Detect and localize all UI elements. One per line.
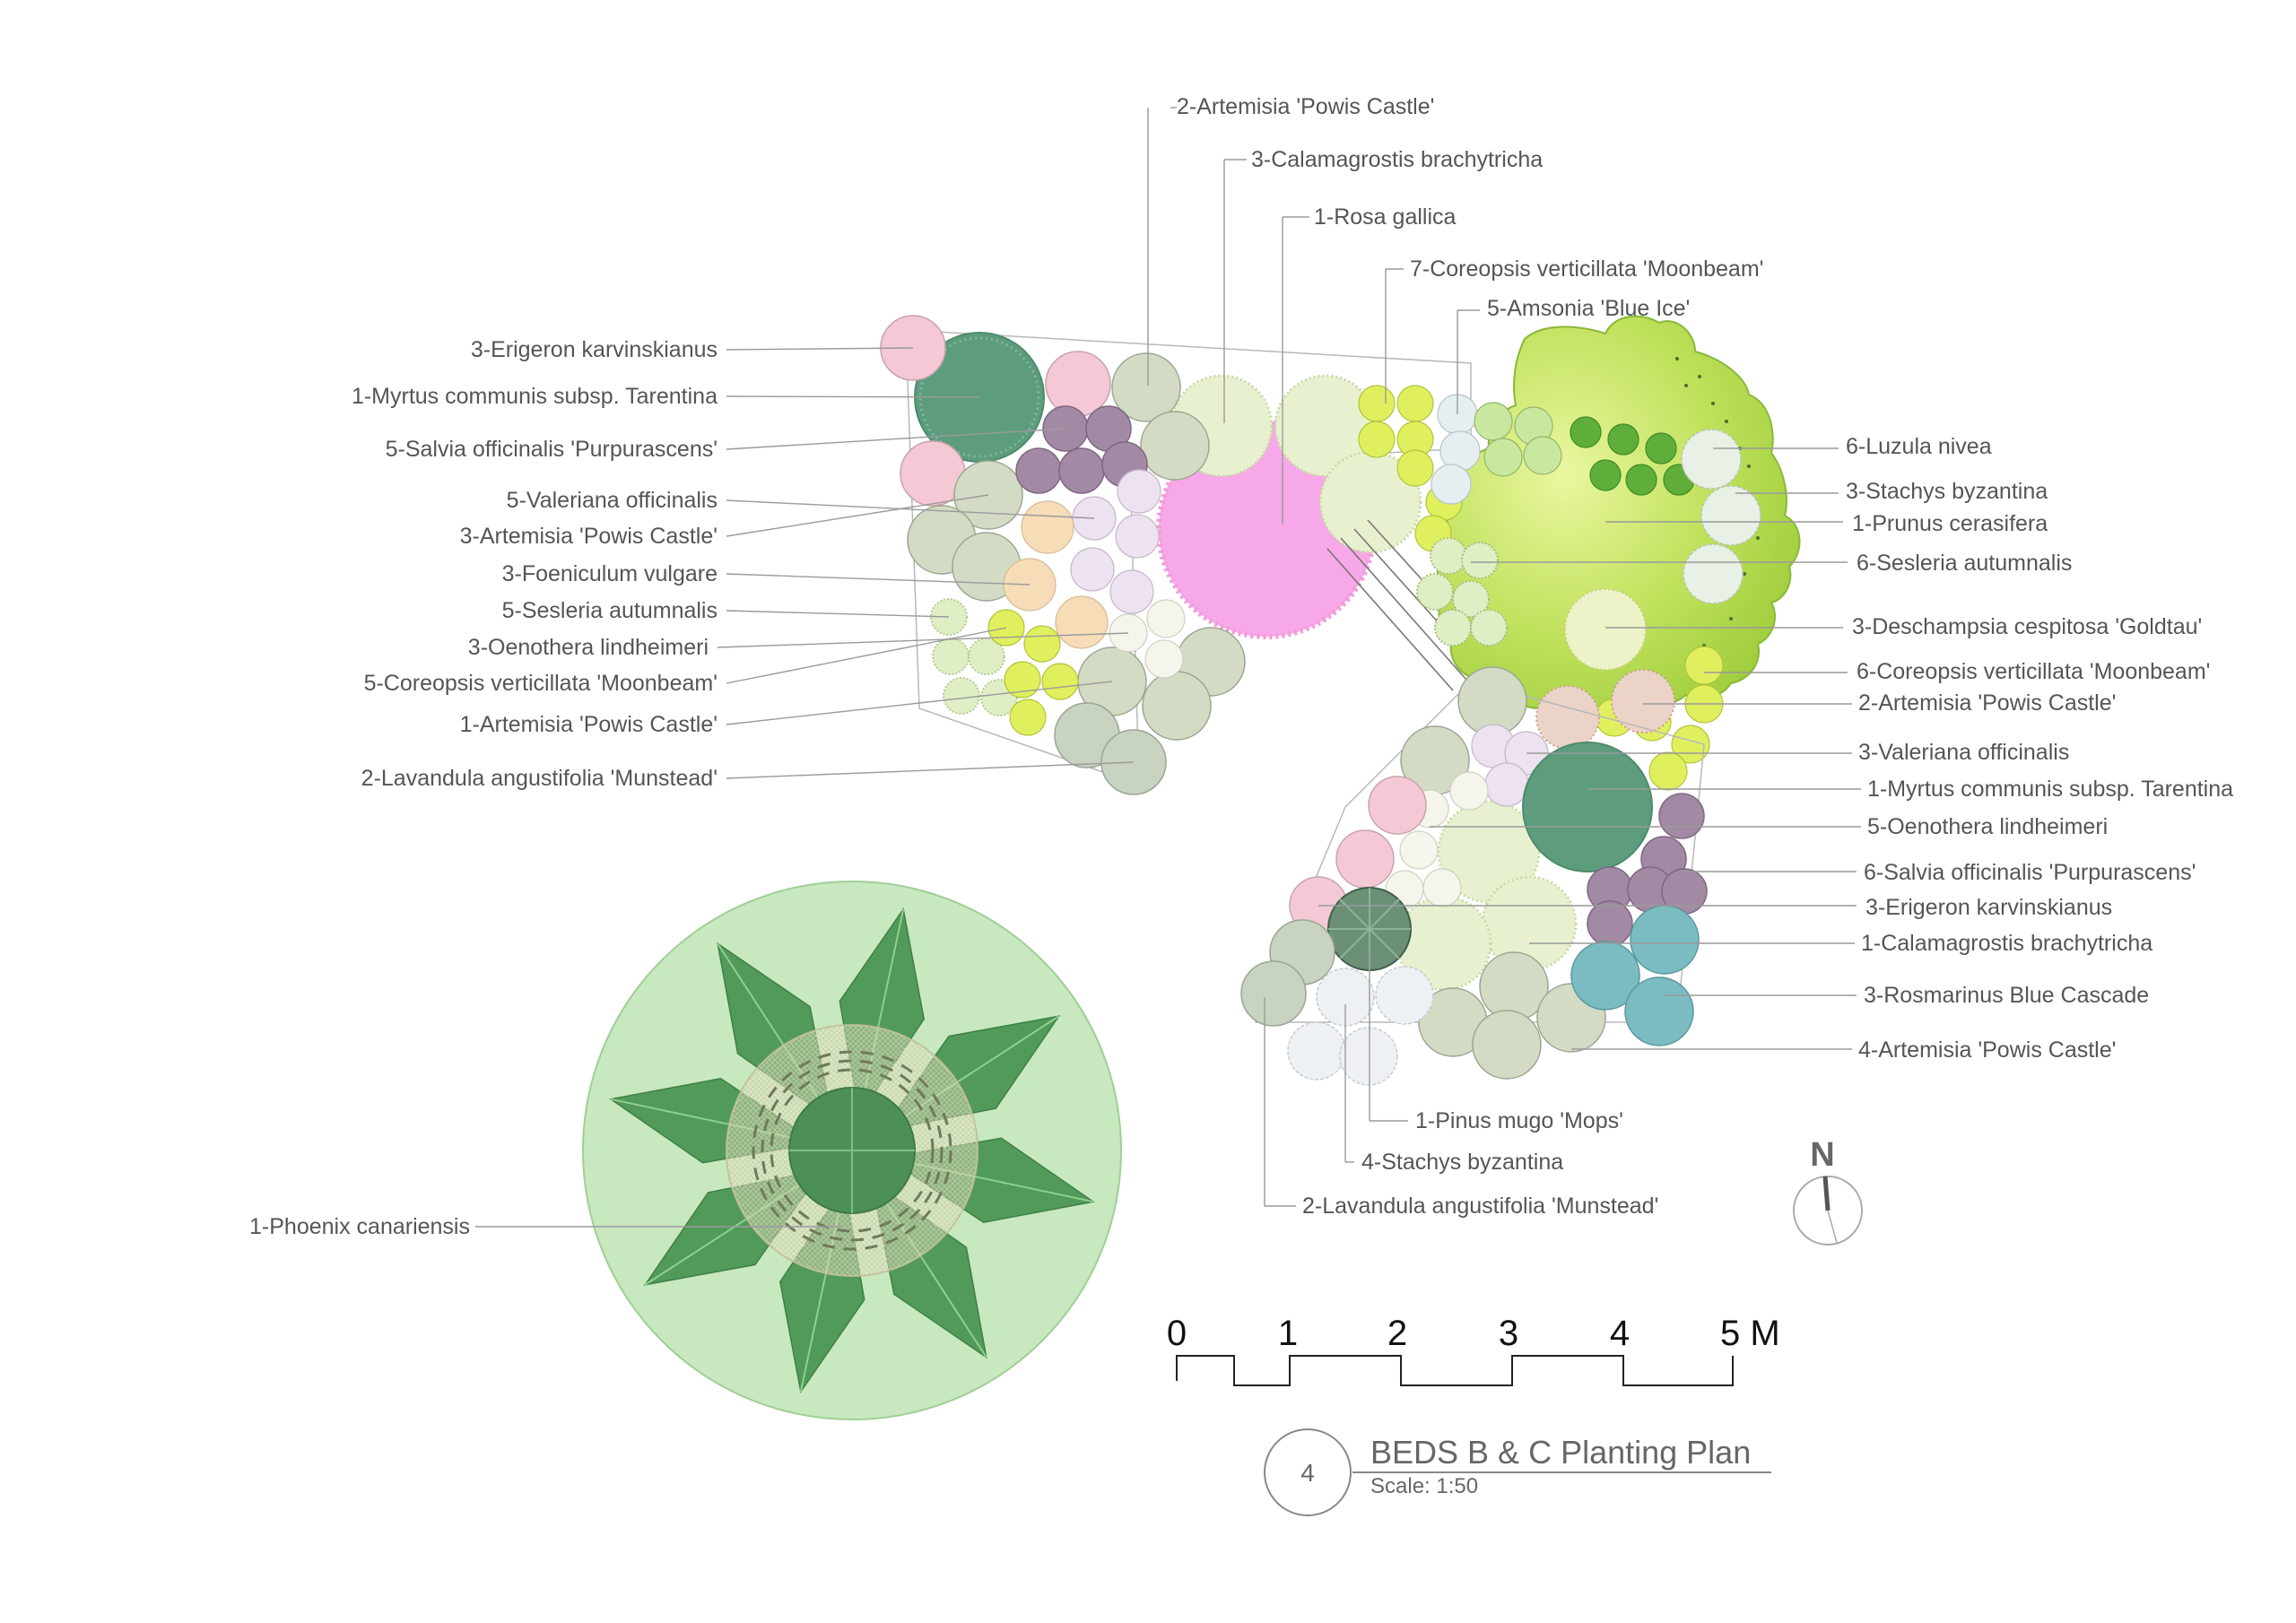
leader-line: [726, 494, 989, 537]
labels-right: 6-Luzula nivea 3-Stachys byzantina 1-Pru…: [1846, 434, 2233, 1063]
label-left-2: 5-Salvia officinalis 'Purpurascens': [386, 437, 718, 462]
label-right-12: 1-Calamagrostis brachytricha: [1861, 931, 2152, 956]
leader-line: [717, 632, 1129, 648]
label-right-0: 6-Luzula nivea: [1846, 434, 1992, 459]
label-top-1: 3-Calamagrostis brachytricha: [1251, 147, 1543, 172]
label-right-10: 6-Salvia officinalis 'Purpurascens': [1864, 860, 2196, 885]
phoenix-canariensis-plant: [582, 881, 1122, 1420]
leader-line: [726, 499, 1095, 519]
label-left-7: 3-Oenothera lindheimeri: [468, 635, 709, 660]
rosmarinus-group: [1570, 905, 1700, 1046]
label-left-1: 1-Myrtus communis subsp. Tarentina: [352, 384, 718, 409]
label-phoenix: 1-Phoenix canariensis: [249, 1214, 470, 1239]
scale-ticks: 0 1 2 3 4 5 M: [1167, 1314, 1780, 1353]
label-right-5: 6-Coreopsis verticillata 'Moonbeam': [1857, 659, 2210, 684]
label-right-8: 1-Myrtus communis subsp. Tarentina: [1867, 777, 2233, 802]
label-top-2: 1-Rosa gallica: [1314, 204, 1457, 230]
scale-tick-label: 4: [1610, 1314, 1630, 1353]
title-text: BEDS B & C Planting Plan: [1370, 1434, 1751, 1471]
label-right-2: 1-Prunus cerasifera: [1852, 511, 2048, 536]
label-left-10: 2-Lavandula angustifolia 'Munstead': [361, 766, 718, 791]
scale-tick-label: 0: [1167, 1314, 1187, 1353]
luzula-light-group: [1474, 402, 1562, 477]
leader-line: [726, 610, 950, 618]
label-top-3: 7-Coreopsis verticillata 'Moonbeam': [1410, 256, 1763, 282]
label-right-1: 3-Stachys byzantina: [1846, 479, 2048, 504]
label-right-14: 4-Artemisia 'Powis Castle': [1858, 1037, 2116, 1063]
label-right-7: 3-Valeriana officinalis: [1858, 740, 2069, 765]
prunus-area: [1358, 315, 1801, 791]
leader-line: [726, 761, 1135, 779]
title-scale: Scale: 1:50: [1370, 1474, 1478, 1498]
scale-tick-label: 5 M: [1720, 1314, 1780, 1353]
label-right-3: 6-Sesleria autumnalis: [1857, 551, 2072, 576]
stachys-group-c2: [1287, 966, 1434, 1086]
label-left-6: 5-Sesleria autumnalis: [502, 598, 718, 623]
label-right-9: 5-Oenothera lindheimeri: [1867, 814, 2108, 839]
scale-tick-label: 1: [1278, 1314, 1298, 1353]
scale-tick-label: 2: [1387, 1314, 1407, 1353]
title-number: 4: [1300, 1459, 1315, 1487]
label-top-0: 2-Artemisia 'Powis Castle': [1177, 94, 1434, 119]
labels-top: 2-Artemisia 'Powis Castle' 3-Calamagrost…: [1177, 94, 1763, 321]
scale-bar-line: [1176, 1355, 1734, 1386]
title-number-circle: [1264, 1428, 1352, 1516]
leader-line: [726, 347, 914, 351]
scale-tick-label: 3: [1499, 1314, 1518, 1353]
north-label: N: [1810, 1136, 1834, 1174]
leader-line: [726, 395, 980, 398]
label-bottom-1: 4-Stachys byzantina: [1361, 1150, 1563, 1175]
sesleria-group-c1: [1416, 537, 1508, 647]
artemisia-group-c1: [1535, 669, 1675, 750]
myrtus-plant-c: [1522, 742, 1653, 872]
label-right-11: 3-Erigeron karvinskianus: [1866, 895, 2112, 920]
label-right-6: 2-Artemisia 'Powis Castle': [1858, 690, 2116, 716]
leader-line: [726, 573, 1031, 586]
scale-bar: 0 1 2 3 4 5 M: [1167, 1314, 1780, 1386]
stachys-group-c1: [1681, 429, 1761, 604]
north-circle: [1793, 1176, 1863, 1245]
sesleria-group-b: [930, 598, 1018, 716]
leader-line: [726, 681, 1113, 725]
lavandula-group-c: [1240, 919, 1335, 1027]
amsonia-group: [1431, 394, 1481, 505]
leader-line: [726, 428, 1066, 450]
label-left-3: 5-Valeriana officinalis: [507, 488, 718, 513]
deschampsia-plant: [1564, 588, 1647, 671]
label-left-9: 1-Artemisia 'Powis Castle': [460, 712, 718, 737]
north-arrow: N: [1793, 1136, 1863, 1245]
label-left-0: 3-Erigeron karvinskianus: [471, 337, 718, 362]
label-left-5: 3-Foeniculum vulgare: [502, 561, 718, 586]
label-right-4: 3-Deschampsia cespitosa 'Goldtau': [1852, 614, 2202, 639]
labels-bottom: 1-Pinus mugo 'Mops' 4-Stachys byzantina …: [1302, 1108, 1658, 1219]
title-block: 4 BEDS B & C Planting Plan Scale: 1:50: [1264, 1428, 1771, 1516]
label-top-4: 5-Amsonia 'Blue Ice': [1487, 296, 1690, 321]
label-left-4: 3-Artemisia 'Powis Castle': [460, 524, 718, 549]
leader-line: [726, 627, 1007, 684]
artemisia-group-c2: [1400, 666, 1606, 1080]
label-right-13: 3-Rosmarinus Blue Cascade: [1864, 983, 2149, 1008]
leader-lines: [475, 107, 1861, 1228]
labels-left: 3-Erigeron karvinskianus 1-Myrtus commun…: [352, 337, 718, 791]
label-bottom-0: 1-Pinus mugo 'Mops': [1415, 1108, 1623, 1133]
label-bottom-2: 2-Lavandula angustifolia 'Munstead': [1302, 1193, 1658, 1219]
label-left-8: 5-Coreopsis verticillata 'Moonbeam': [364, 671, 718, 696]
